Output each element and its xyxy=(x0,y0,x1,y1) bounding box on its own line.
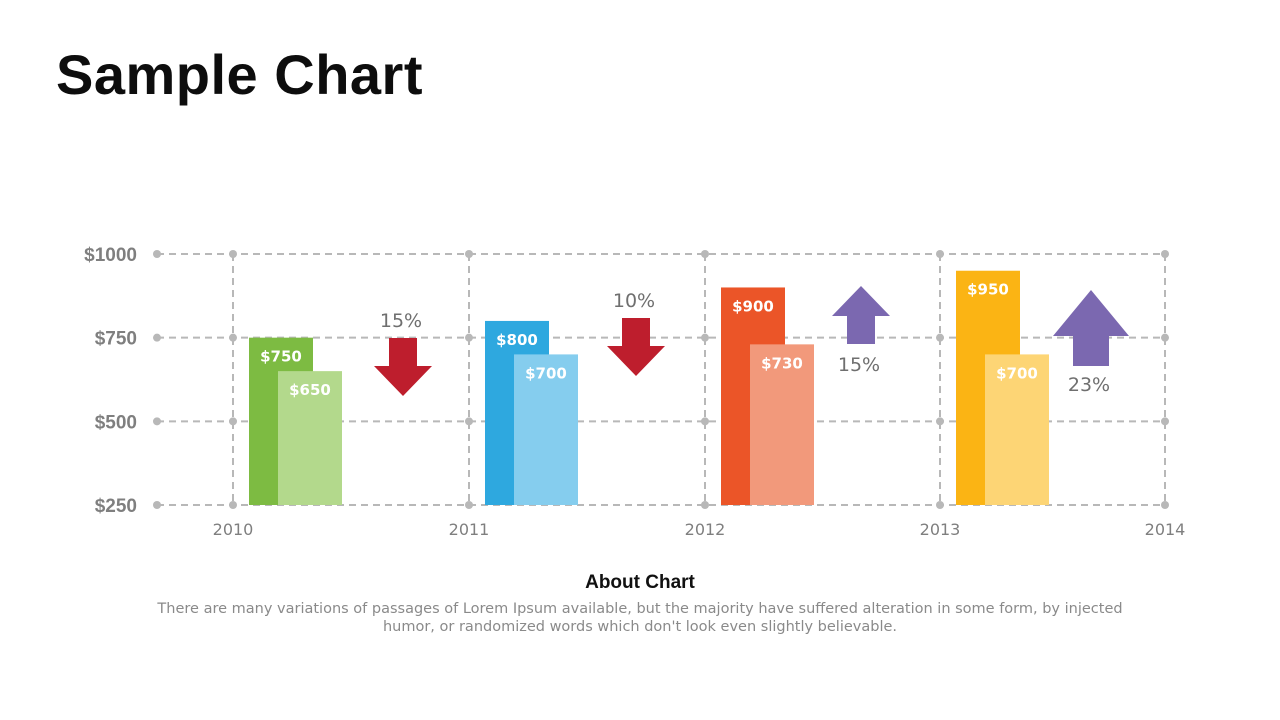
change-percent-label: 15% xyxy=(838,354,880,376)
grid-dot xyxy=(701,333,709,342)
bar-value-label: $900 xyxy=(732,297,774,315)
bar-value-label: $700 xyxy=(996,364,1038,382)
grid-dot xyxy=(465,501,473,509)
change-percent-label: 23% xyxy=(1068,374,1110,396)
bar-2013-series2 xyxy=(985,354,1049,505)
grid-dot xyxy=(229,501,237,509)
about-chart-description: There are many variations of passages of… xyxy=(157,601,1123,635)
grid-dot xyxy=(153,501,161,509)
grid-dot xyxy=(153,250,161,258)
grid-dot xyxy=(1161,250,1169,258)
arrow-up-icon xyxy=(832,286,890,344)
y-tick-label: $250 xyxy=(95,496,137,517)
grid-dot xyxy=(701,417,709,426)
grid-dot xyxy=(153,333,161,342)
x-tick-label: 2014 xyxy=(1145,520,1186,539)
arrow-down-icon xyxy=(607,318,665,376)
grid-dot xyxy=(936,333,944,342)
change-percent-label: 10% xyxy=(613,290,655,312)
bar-value-label: $950 xyxy=(967,281,1009,299)
grid-dot xyxy=(1161,501,1169,509)
grid-dot xyxy=(229,417,237,426)
grid-dot xyxy=(153,417,161,426)
grid-dot xyxy=(1161,417,1169,426)
y-tick-label: $1000 xyxy=(84,245,137,266)
arrow-down-icon xyxy=(374,338,432,396)
bar-value-label: $800 xyxy=(496,331,538,349)
bar-value-label: $730 xyxy=(761,354,803,372)
change-percent-label: 15% xyxy=(380,310,422,332)
bar-value-label: $700 xyxy=(525,364,567,382)
about-chart-title: About Chart xyxy=(585,572,695,593)
grid-dot xyxy=(936,417,944,426)
arrow-up-icon xyxy=(1053,290,1129,366)
bar-2011-series2 xyxy=(514,354,578,505)
grid-dot xyxy=(465,333,473,342)
grid-dot xyxy=(465,417,473,426)
y-tick-label: $500 xyxy=(95,412,137,433)
bar-value-label: $650 xyxy=(289,381,331,399)
grid-dot xyxy=(936,501,944,509)
grid-dot xyxy=(701,250,709,258)
grid-dot xyxy=(229,333,237,342)
x-tick-label: 2013 xyxy=(920,520,961,539)
bar-2010-series2 xyxy=(278,371,342,505)
x-tick-label: 2011 xyxy=(449,520,490,539)
grid-dot xyxy=(936,250,944,258)
y-tick-label: $750 xyxy=(95,329,137,350)
grid-dot xyxy=(1161,333,1169,342)
slide-title: Sample Chart xyxy=(56,43,423,106)
bar-value-label: $750 xyxy=(260,348,302,366)
bar-2012-series2 xyxy=(750,344,814,505)
grid-dot xyxy=(465,250,473,258)
x-tick-label: 2010 xyxy=(213,520,254,539)
grid-dot xyxy=(229,250,237,258)
x-tick-label: 2012 xyxy=(685,520,726,539)
grid-dot xyxy=(701,501,709,509)
